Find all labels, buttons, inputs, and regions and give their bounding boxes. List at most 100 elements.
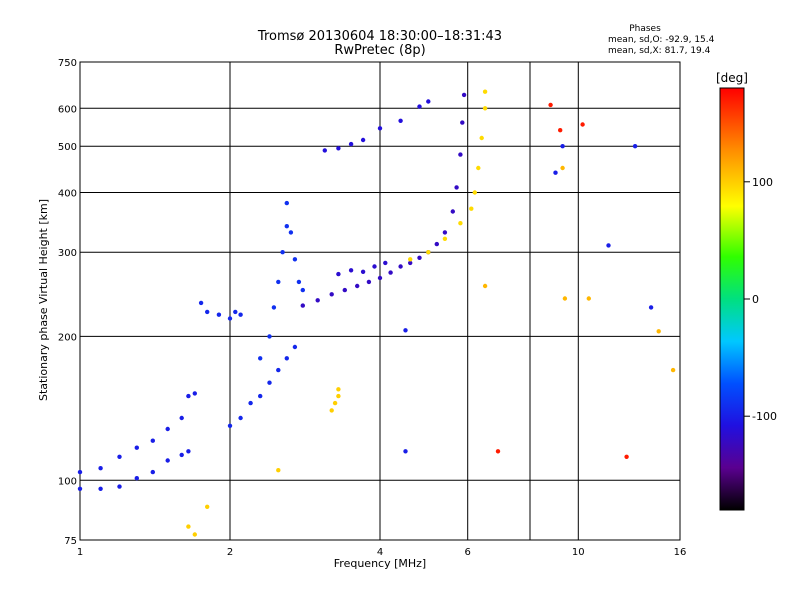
echo-point <box>179 452 184 458</box>
echo-point <box>258 356 263 361</box>
echo-trace <box>482 165 676 373</box>
echo-point <box>150 438 155 443</box>
colorbar-label: [deg] <box>716 71 748 85</box>
echo-point <box>198 300 204 306</box>
echo-point <box>553 170 558 175</box>
echo-point <box>548 102 553 108</box>
echo-point <box>624 454 629 459</box>
echo-point <box>150 469 155 475</box>
y-tick-label: 750 <box>58 58 77 69</box>
colorbar-tick-label: -100 <box>752 410 777 423</box>
echo-point <box>372 264 377 269</box>
echo-point <box>186 524 191 529</box>
colorbar: [deg] -100 0 100 <box>716 71 777 511</box>
echo-point <box>300 303 305 308</box>
plot-frame <box>79 61 681 541</box>
x-tick-label: 10 <box>572 547 585 558</box>
echo-point <box>267 380 272 385</box>
echo-point <box>186 393 191 399</box>
echo-point <box>434 241 439 247</box>
echo-point <box>134 445 139 450</box>
echo-point <box>192 532 197 537</box>
echo-point <box>580 122 585 127</box>
echo-point <box>366 279 372 285</box>
echo-point <box>560 165 565 171</box>
echo-point <box>476 165 481 171</box>
echo-point <box>276 279 281 285</box>
echo-point <box>461 92 467 98</box>
echo-point <box>227 423 233 428</box>
phase-x-stats: mean, sd,X: 81.7, 19.4 <box>608 46 711 56</box>
echo-point <box>284 224 289 229</box>
echo-point <box>315 298 320 303</box>
echo-point <box>560 144 565 149</box>
y-tick-label: 600 <box>58 104 77 115</box>
echo-point <box>454 185 459 190</box>
echo-point <box>98 486 103 491</box>
echo-point <box>296 279 302 285</box>
echo-point <box>426 250 431 255</box>
echo-point <box>648 305 654 310</box>
grid-lines <box>79 61 681 541</box>
echo-point <box>300 287 305 293</box>
echo-point <box>288 230 294 235</box>
echo-point <box>482 89 488 94</box>
echo-point <box>336 387 341 392</box>
x-tick-label: 6 <box>465 547 471 558</box>
echo-point <box>336 271 341 277</box>
echo-point <box>417 104 422 109</box>
echo-point <box>227 316 233 321</box>
echo-point <box>348 268 354 273</box>
echo-trace <box>300 92 467 308</box>
echo-point <box>670 367 676 373</box>
echo-point <box>233 309 238 315</box>
phases-title: Phases <box>629 24 661 34</box>
echo-point <box>355 283 360 289</box>
echo-point <box>403 328 408 333</box>
echo-point <box>426 99 431 104</box>
echo-point <box>586 296 591 301</box>
x-tick-label: 4 <box>377 547 383 558</box>
y-tick-label: 100 <box>58 476 77 487</box>
echo-point <box>322 148 327 153</box>
colorbar-gradient <box>719 87 745 511</box>
colorbar-ticks: -100 0 100 <box>744 176 777 423</box>
y-tick-label: 75 <box>64 536 77 547</box>
x-tick-label: 1 <box>77 547 83 558</box>
echo-point <box>460 120 465 125</box>
echo-point <box>360 137 366 143</box>
echo-point <box>383 260 388 266</box>
phase-o-stats: mean, sd,O: -92.9, 15.4 <box>608 35 715 45</box>
echo-trace <box>227 344 298 428</box>
echo-point <box>606 243 611 248</box>
echo-trace <box>77 391 197 475</box>
echo-point <box>258 393 263 399</box>
echo-point <box>377 126 383 131</box>
echo-trace <box>408 89 488 262</box>
echo-trace <box>77 449 191 491</box>
echo-point <box>408 260 413 266</box>
echo-point <box>360 269 366 274</box>
echo-point <box>179 415 184 421</box>
echo-trace <box>495 102 629 459</box>
x-tick-label: 2 <box>227 547 233 558</box>
echo-trace <box>322 99 431 153</box>
echo-point <box>336 146 341 151</box>
echo-point <box>276 468 281 473</box>
echo-point <box>562 296 568 301</box>
echo-point <box>388 270 393 275</box>
echo-point <box>408 257 413 262</box>
echo-trace <box>336 260 388 277</box>
echo-point <box>442 236 448 241</box>
echo-point <box>248 400 253 406</box>
echo-point <box>192 391 197 396</box>
echo-point <box>186 449 191 454</box>
echo-point <box>377 275 383 281</box>
echo-point <box>329 408 334 413</box>
echo-point <box>77 469 83 475</box>
y-axis-label: Stationary phase Virtual Height [km] <box>37 199 50 401</box>
echo-point <box>165 458 170 463</box>
echo-trace <box>198 300 243 321</box>
echo-point <box>134 476 139 481</box>
